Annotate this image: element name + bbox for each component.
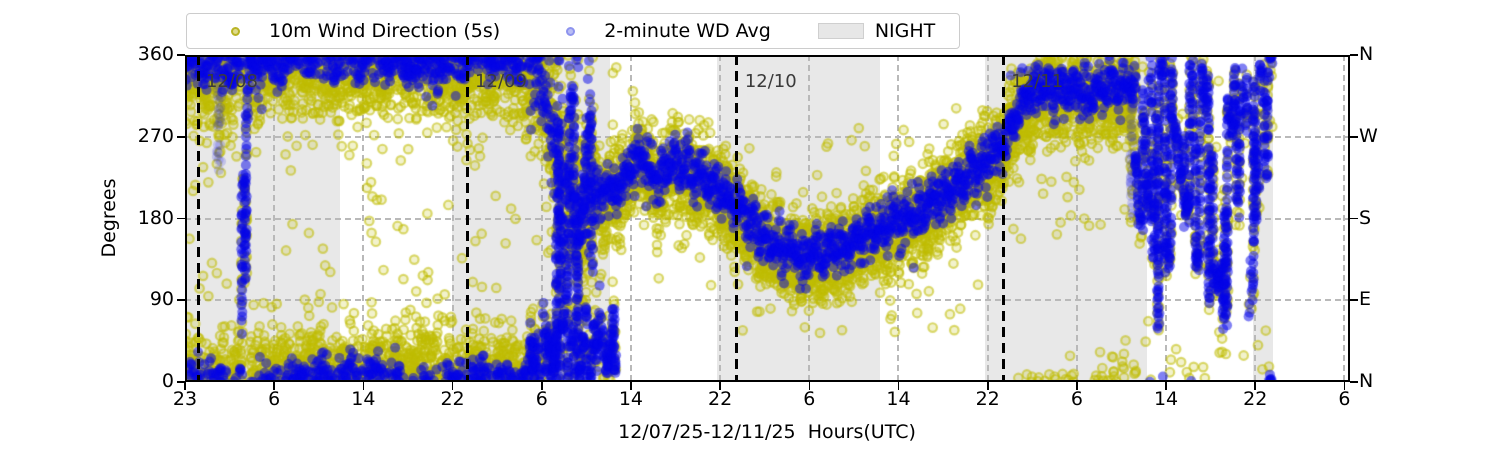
x-tick-mark bbox=[1165, 382, 1167, 390]
date-annotation: 12/08 bbox=[206, 71, 258, 92]
date-annotation: 12/11 bbox=[1011, 71, 1064, 92]
legend-label-wd-avg: 2-minute WD Avg bbox=[604, 20, 771, 42]
compass-tick-label: N bbox=[1359, 43, 1374, 65]
x-tick-label: 6 bbox=[1070, 388, 1083, 410]
yellow-dot-marker-icon bbox=[230, 26, 240, 36]
scatter-canvas bbox=[185, 55, 1350, 382]
x-tick-mark bbox=[1343, 382, 1346, 390]
y-tick-mark bbox=[177, 135, 185, 138]
y-tick-mark bbox=[177, 299, 185, 302]
x-tick-label: 22 bbox=[975, 388, 1000, 410]
compass-tick-mark bbox=[1350, 54, 1358, 56]
date-annotation: 12/10 bbox=[744, 71, 797, 92]
x-tick-label: 6 bbox=[1338, 388, 1351, 410]
x-tick-mark bbox=[808, 382, 811, 390]
x-tick-label: 22 bbox=[1243, 388, 1268, 410]
x-tick-mark bbox=[1254, 382, 1257, 390]
legend: 10m Wind Direction (5s) 2-minute WD Avg … bbox=[186, 13, 961, 49]
compass-tick-label: N bbox=[1359, 370, 1374, 392]
compass-tick-mark bbox=[1350, 217, 1358, 220]
midnight-date-line bbox=[196, 55, 200, 382]
x-tick-mark bbox=[986, 382, 989, 390]
x-tick-label: 14 bbox=[618, 388, 644, 410]
x-tick-mark bbox=[897, 382, 900, 390]
x-tick-mark bbox=[719, 382, 721, 390]
compass-tick-label: W bbox=[1359, 124, 1378, 147]
legend-label-night: NIGHT bbox=[874, 20, 936, 42]
compass-tick-mark bbox=[1350, 299, 1358, 302]
y-tick-label: 90 bbox=[149, 288, 174, 311]
x-tick-mark bbox=[184, 382, 186, 390]
x-tick-label: 6 bbox=[803, 388, 816, 410]
y-tick-label: 360 bbox=[137, 43, 174, 65]
date-annotation: 12/09 bbox=[475, 71, 527, 92]
compass-tick-label: S bbox=[1359, 206, 1372, 229]
x-tick-label: 14 bbox=[886, 388, 911, 410]
x-tick-mark bbox=[273, 382, 276, 390]
y-tick-mark bbox=[177, 54, 185, 56]
x-tick-label: 6 bbox=[268, 388, 281, 410]
midnight-date-line bbox=[1001, 55, 1005, 382]
y-tick-mark bbox=[177, 381, 185, 383]
x-tick-mark bbox=[451, 382, 454, 390]
y-axis-label: Degrees bbox=[98, 178, 120, 258]
legend-item-wind-5s: 10m Wind Direction (5s) bbox=[211, 20, 500, 42]
compass-tick-label: E bbox=[1359, 288, 1372, 311]
x-tick-mark bbox=[540, 382, 543, 390]
y-tick-label: 0 bbox=[161, 370, 174, 392]
x-tick-label: 14 bbox=[1153, 388, 1179, 410]
x-tick-mark bbox=[1076, 382, 1078, 390]
compass-tick-mark bbox=[1350, 381, 1358, 383]
x-tick-mark bbox=[630, 382, 632, 390]
plot-area: 12/08 12/09 12/10 12/11 bbox=[185, 55, 1350, 382]
x-axis-label: 12/07/25-12/11/25 Hours(UTC) bbox=[618, 421, 916, 443]
blue-dot-marker-icon bbox=[565, 26, 575, 36]
y-tick-label: 270 bbox=[137, 124, 174, 147]
midnight-date-line bbox=[735, 55, 739, 382]
x-tick-mark bbox=[362, 382, 365, 390]
x-tick-label: 14 bbox=[351, 388, 376, 410]
x-tick-label: 6 bbox=[535, 388, 548, 410]
midnight-date-line bbox=[465, 55, 469, 382]
legend-item-night: NIGHT bbox=[817, 20, 935, 42]
x-tick-label: 23 bbox=[172, 388, 198, 410]
x-tick-label: 22 bbox=[708, 388, 733, 410]
legend-label-wind-5s: 10m Wind Direction (5s) bbox=[269, 20, 501, 42]
legend-item-wd-avg: 2-minute WD Avg bbox=[546, 20, 771, 42]
compass-tick-mark bbox=[1350, 135, 1358, 138]
x-tick-label: 22 bbox=[440, 388, 465, 410]
y-tick-label: 180 bbox=[137, 206, 174, 229]
y-tick-mark bbox=[177, 217, 185, 220]
night-patch-icon bbox=[817, 23, 864, 39]
